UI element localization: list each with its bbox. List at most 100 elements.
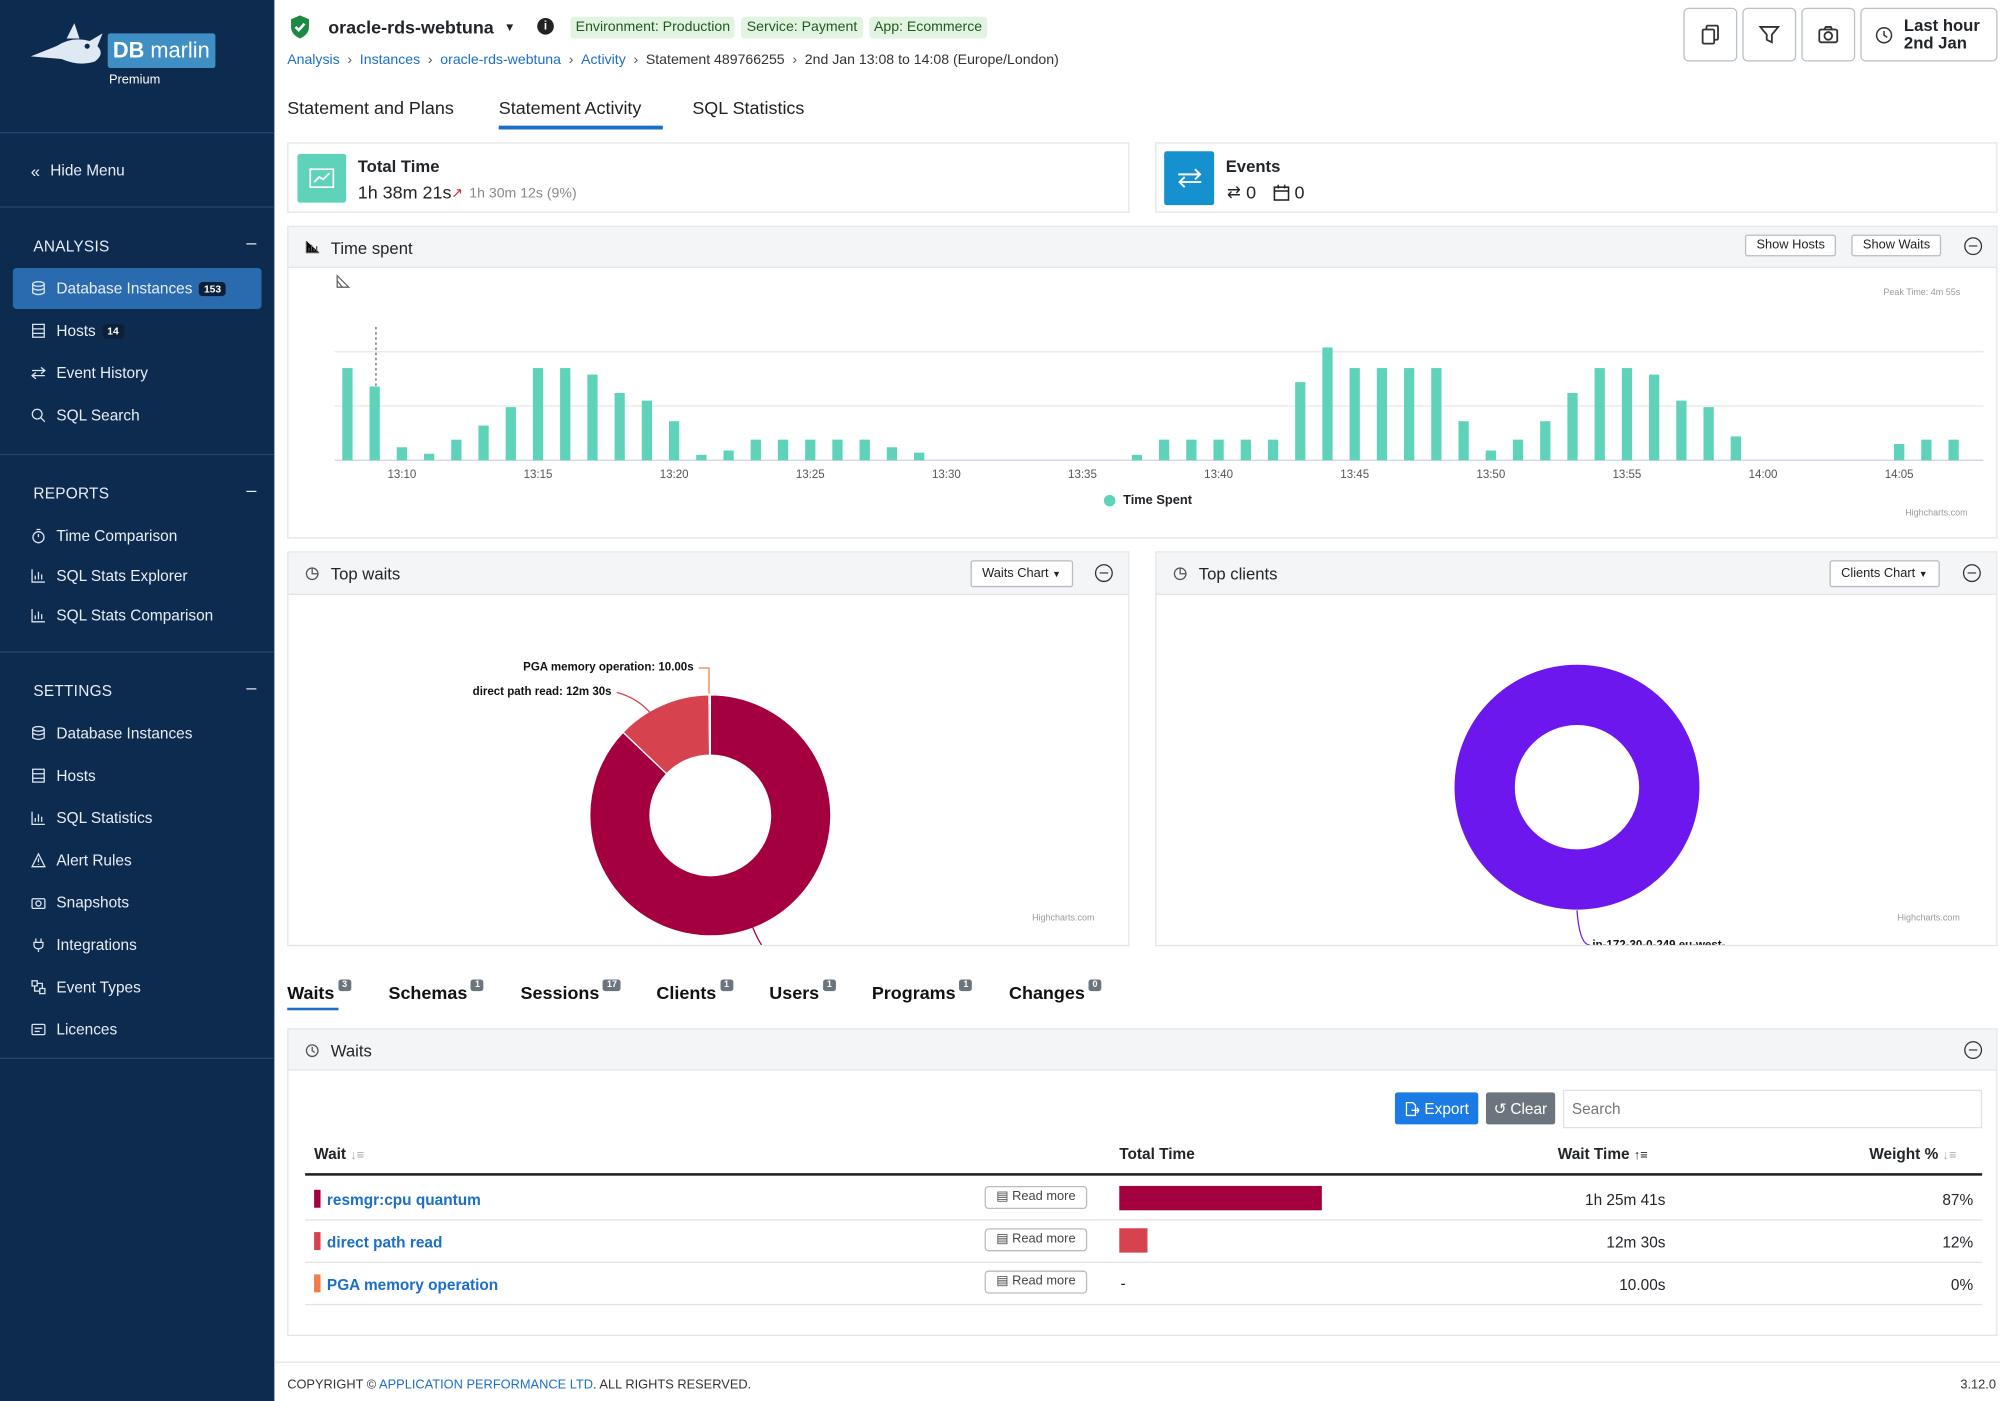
- clear-button[interactable]: ↺ Clear: [1485, 1092, 1555, 1125]
- instance-selector[interactable]: oracle-rds-webtuna ▼: [328, 16, 516, 38]
- time-spent-bar[interactable]: [1458, 421, 1469, 461]
- sidebar-item-settings-alert-rules[interactable]: Alert Rules: [13, 845, 262, 876]
- time-spent-bar[interactable]: [478, 425, 489, 461]
- time-spent-bar[interactable]: [614, 393, 625, 461]
- time-spent-bar[interactable]: [805, 439, 816, 461]
- time-spent-bar[interactable]: [451, 439, 462, 461]
- collapse-settings-button[interactable]: –: [246, 676, 257, 698]
- wait-name-link[interactable]: resmgr:cpu quantum: [326, 1191, 481, 1210]
- tab-waits[interactable]: Waits 3: [287, 979, 351, 1003]
- show-waits-button[interactable]: Show Waits: [1851, 234, 1942, 257]
- time-spent-bar[interactable]: [1621, 368, 1633, 461]
- time-spent-bar[interactable]: [1213, 439, 1224, 461]
- copy-button[interactable]: [1683, 7, 1738, 62]
- column-total-time[interactable]: Total Time: [1119, 1144, 1195, 1163]
- column-weight[interactable]: Weight % ↓≡: [1869, 1144, 1957, 1163]
- clients-chart-dropdown[interactable]: Clients Chart ▼: [1829, 560, 1940, 588]
- time-spent-legend[interactable]: Time Spent: [1103, 494, 1192, 508]
- collapse-top-waits-button[interactable]: –: [1094, 564, 1113, 583]
- breadcrumb-item[interactable]: Instances: [359, 52, 421, 68]
- time-spent-bar[interactable]: [1240, 439, 1251, 461]
- waits-chart-dropdown[interactable]: Waits Chart ▼: [970, 560, 1073, 588]
- time-spent-bar[interactable]: [1594, 368, 1605, 461]
- sidebar-item-settings-licences[interactable]: Licences: [13, 1014, 262, 1045]
- brand-logo[interactable]: DB marlin: [107, 33, 215, 68]
- sidebar-item-settings-database-instances[interactable]: Database Instances: [13, 718, 262, 749]
- read-more-button[interactable]: ▤ Read more: [984, 1228, 1088, 1252]
- time-spent-bar[interactable]: [423, 453, 435, 461]
- sidebar-item-reports-time-comparison[interactable]: Time Comparison: [13, 521, 262, 552]
- read-more-button[interactable]: ▤ Read more: [984, 1270, 1088, 1294]
- time-spent-bar[interactable]: [1921, 439, 1932, 461]
- donut-slice[interactable]: [1453, 663, 1701, 911]
- time-spent-bar[interactable]: [1512, 439, 1524, 461]
- time-spent-bar[interactable]: [1186, 439, 1197, 461]
- time-spent-bar[interactable]: [1295, 382, 1306, 461]
- collapse-reports-button[interactable]: –: [246, 479, 257, 501]
- collapse-top-clients-button[interactable]: –: [1962, 564, 1981, 583]
- time-spent-bar[interactable]: [1404, 368, 1415, 461]
- zoom-reset-icon[interactable]: [336, 273, 351, 288]
- sidebar-item-settings-hosts[interactable]: Hosts: [13, 760, 262, 791]
- time-spent-bar[interactable]: [886, 447, 898, 461]
- time-spent-bar[interactable]: [832, 439, 843, 461]
- tab-users[interactable]: Users 1: [769, 979, 836, 1003]
- time-spent-bar[interactable]: [750, 439, 761, 461]
- highcharts-credit[interactable]: Highcharts.com: [1897, 914, 1960, 924]
- export-button[interactable]: Export: [1394, 1092, 1478, 1125]
- read-more-button[interactable]: ▤ Read more: [984, 1185, 1088, 1210]
- hide-menu-button[interactable]: « Hide Menu: [30, 160, 125, 181]
- time-spent-bar[interactable]: [1649, 374, 1660, 461]
- collapse-time-spent-button[interactable]: –: [1964, 237, 1983, 256]
- time-spent-bar[interactable]: [1676, 400, 1687, 461]
- column-wait[interactable]: Wait ↓≡: [314, 1144, 365, 1163]
- time-spent-bar[interactable]: [696, 454, 707, 461]
- breadcrumb-item[interactable]: Activity: [581, 52, 626, 68]
- time-spent-bar[interactable]: [1730, 436, 1741, 461]
- time-spent-bar[interactable]: [1485, 450, 1496, 461]
- tab-programs[interactable]: Programs 1: [872, 979, 973, 1003]
- time-spent-bar[interactable]: [668, 421, 680, 461]
- time-spent-bar[interactable]: [723, 450, 734, 461]
- time-spent-bar[interactable]: [1159, 439, 1170, 461]
- time-range-button[interactable]: Last hour 2nd Jan: [1860, 7, 1998, 62]
- time-spent-bar[interactable]: [1703, 407, 1714, 461]
- time-spent-bar[interactable]: [1267, 439, 1279, 461]
- tab-sql-statistics[interactable]: SQL Statistics: [692, 97, 805, 118]
- snapshot-button[interactable]: [1801, 7, 1856, 62]
- collapse-analysis-button[interactable]: –: [246, 232, 257, 253]
- tab-statement-activity[interactable]: Statement Activity: [498, 97, 642, 118]
- time-spent-bar[interactable]: [641, 400, 653, 461]
- highcharts-credit[interactable]: Highcharts.com: [1905, 508, 1968, 518]
- breadcrumb-item[interactable]: oracle-rds-webtuna: [440, 52, 561, 68]
- filter-button[interactable]: [1742, 7, 1797, 62]
- show-hosts-button[interactable]: Show Hosts: [1744, 234, 1837, 257]
- time-spent-bar[interactable]: [1540, 421, 1551, 461]
- column-wait-time[interactable]: Wait Time ↑≡: [1557, 1144, 1648, 1163]
- time-spent-bar[interactable]: [1131, 454, 1143, 461]
- time-spent-bar[interactable]: [505, 407, 516, 461]
- time-spent-bar[interactable]: [396, 447, 408, 461]
- wait-name-link[interactable]: PGA memory operation: [326, 1275, 499, 1294]
- sidebar-item-analysis-hosts[interactable]: Hosts 14: [13, 315, 262, 346]
- breadcrumb-item[interactable]: Analysis: [287, 52, 340, 68]
- time-spent-bar[interactable]: [1567, 393, 1578, 461]
- time-spent-bar[interactable]: [1948, 439, 1959, 461]
- collapse-waits-button[interactable]: –: [1964, 1041, 1983, 1060]
- sidebar-item-settings-sql-statistics[interactable]: SQL Statistics: [13, 803, 262, 834]
- time-spent-bar[interactable]: [777, 439, 789, 461]
- tab-statement-and-plans[interactable]: Statement and Plans: [287, 97, 454, 118]
- sidebar-item-settings-integrations[interactable]: Integrations: [13, 930, 262, 961]
- time-spent-bar[interactable]: [560, 368, 571, 461]
- wait-name-link[interactable]: direct path read: [326, 1233, 443, 1252]
- highcharts-credit[interactable]: Highcharts.com: [1032, 914, 1095, 924]
- info-icon[interactable]: i: [537, 17, 554, 35]
- tab-clients[interactable]: Clients 1: [656, 979, 733, 1003]
- tab-schemas[interactable]: Schemas 1: [388, 979, 484, 1003]
- time-spent-bar[interactable]: [1431, 368, 1442, 461]
- search-input[interactable]: [1562, 1089, 1983, 1129]
- time-spent-bar[interactable]: [1894, 444, 1905, 461]
- sidebar-item-analysis-sql-search[interactable]: SQL Search: [13, 400, 262, 431]
- time-spent-bar[interactable]: [1349, 368, 1360, 461]
- time-spent-bar[interactable]: [1322, 347, 1333, 461]
